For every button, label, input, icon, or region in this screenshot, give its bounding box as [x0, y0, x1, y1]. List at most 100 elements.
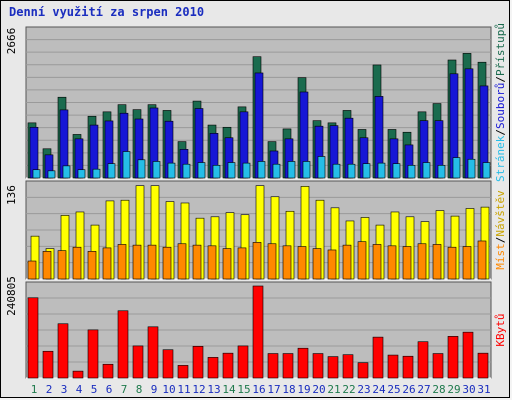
bar-sites [222, 248, 232, 280]
bar-sites [177, 243, 187, 280]
bar-pages [122, 151, 131, 179]
legend-separator: / [494, 129, 507, 136]
x-axis-tick: 23 [357, 383, 370, 396]
bar-sites [372, 244, 382, 280]
bar-pages [287, 161, 296, 179]
bar-kbytes [72, 370, 84, 379]
x-axis-tick: 18 [282, 383, 295, 396]
bar-sites [42, 251, 52, 280]
bar-sites [102, 247, 112, 280]
x-axis-tick: 31 [477, 383, 490, 396]
x-axis-tick: 7 [121, 383, 128, 396]
legend-files: Souborů [494, 83, 507, 129]
bar-pages [182, 163, 191, 179]
x-axis-tick: 16 [252, 383, 265, 396]
bar-pages [257, 161, 266, 179]
x-axis-tick: 14 [222, 383, 236, 396]
x-axis-tick: 24 [372, 383, 386, 396]
bar-sites [402, 246, 412, 280]
x-axis-tick: 26 [402, 383, 415, 396]
legend-kbytes: KBytů [494, 313, 507, 346]
bar-pages [332, 163, 341, 179]
bar-sites [207, 245, 217, 280]
bar-pages [212, 165, 221, 179]
x-axis-tick: 10 [162, 383, 175, 396]
bar-sites [252, 242, 262, 280]
x-axis-tick: 6 [106, 383, 113, 396]
bar-kbytes [57, 323, 69, 379]
bar-sites [282, 245, 292, 280]
x-axis-tick: 1 [31, 383, 38, 396]
bar-sites [267, 243, 277, 280]
bar-pages [197, 162, 206, 179]
bar-pages [227, 162, 236, 179]
x-axis-tick: 15 [237, 383, 250, 396]
bar-pages [317, 156, 326, 179]
bar-pages [167, 162, 176, 179]
legend-traffic: Stránek/Souborů/Přístupů [494, 23, 507, 182]
bar-pages [47, 170, 56, 179]
x-axis-tick: 12 [192, 383, 205, 396]
bar-pages [92, 168, 101, 179]
x-axis-tick: 2 [46, 383, 53, 396]
bar-sites [477, 240, 487, 280]
bar-sites [312, 248, 322, 280]
x-axis-tick: 3 [61, 383, 68, 396]
bar-kbytes [297, 347, 309, 379]
bar-pages [437, 165, 446, 179]
bar-pages [137, 159, 146, 179]
legend-kbytes: KBytů [494, 313, 507, 346]
bar-kbytes [477, 352, 489, 379]
bar-kbytes [147, 326, 159, 379]
bar-kbytes [237, 345, 249, 379]
x-axis-tick: 20 [312, 383, 325, 396]
x-axis-tick: 29 [447, 383, 460, 396]
x-axis-tick: 17 [267, 383, 280, 396]
x-axis-tick: 27 [417, 383, 430, 396]
bar-pages [377, 162, 386, 179]
bar-kbytes [27, 297, 39, 379]
bar-sites [87, 251, 97, 280]
bar-pages [467, 158, 476, 179]
bar-sites [237, 247, 247, 280]
bar-kbytes [177, 365, 189, 379]
bar-pages [107, 163, 116, 179]
x-axis-tick: 13 [207, 383, 220, 396]
bar-pages [392, 163, 401, 179]
bar-sites [72, 246, 82, 280]
bar-kbytes [342, 354, 354, 379]
bar-sites [462, 246, 472, 280]
bar-sites [297, 246, 307, 280]
x-axis-tick: 8 [136, 383, 143, 396]
x-axis-tick: 30 [462, 383, 475, 396]
x-axis-tick: 25 [387, 383, 400, 396]
chart-title: Denní využití za srpen 2010 [9, 5, 205, 19]
bar-kbytes [222, 352, 234, 379]
bar-pages [77, 169, 86, 179]
x-axis-tick: 28 [432, 383, 445, 396]
bar-sites [162, 246, 172, 280]
legend-separator: / [494, 76, 507, 83]
legend-sites: Míst [494, 243, 507, 270]
legend-visitors: Míst/Návštěv [494, 190, 507, 270]
bar-kbytes [417, 341, 429, 379]
bar-pages [62, 165, 71, 179]
bar-pages [362, 163, 371, 179]
bar-kbytes [87, 329, 99, 379]
y-axis-tick: 240805 [5, 276, 18, 316]
x-axis-tick: 4 [76, 383, 83, 396]
bar-kbytes [447, 336, 459, 379]
bar-sites [432, 244, 442, 280]
bar-pages [302, 161, 311, 179]
bar-pages [482, 162, 491, 179]
bar-kbytes [117, 310, 129, 379]
bar-pages [422, 162, 431, 179]
x-axis-tick: 19 [297, 383, 310, 396]
bar-sites [327, 249, 337, 280]
bar-kbytes [387, 354, 399, 379]
bar-sites [342, 244, 352, 280]
bar-pages [452, 157, 461, 179]
bar-kbytes [327, 356, 339, 379]
bar-sites [417, 243, 427, 280]
